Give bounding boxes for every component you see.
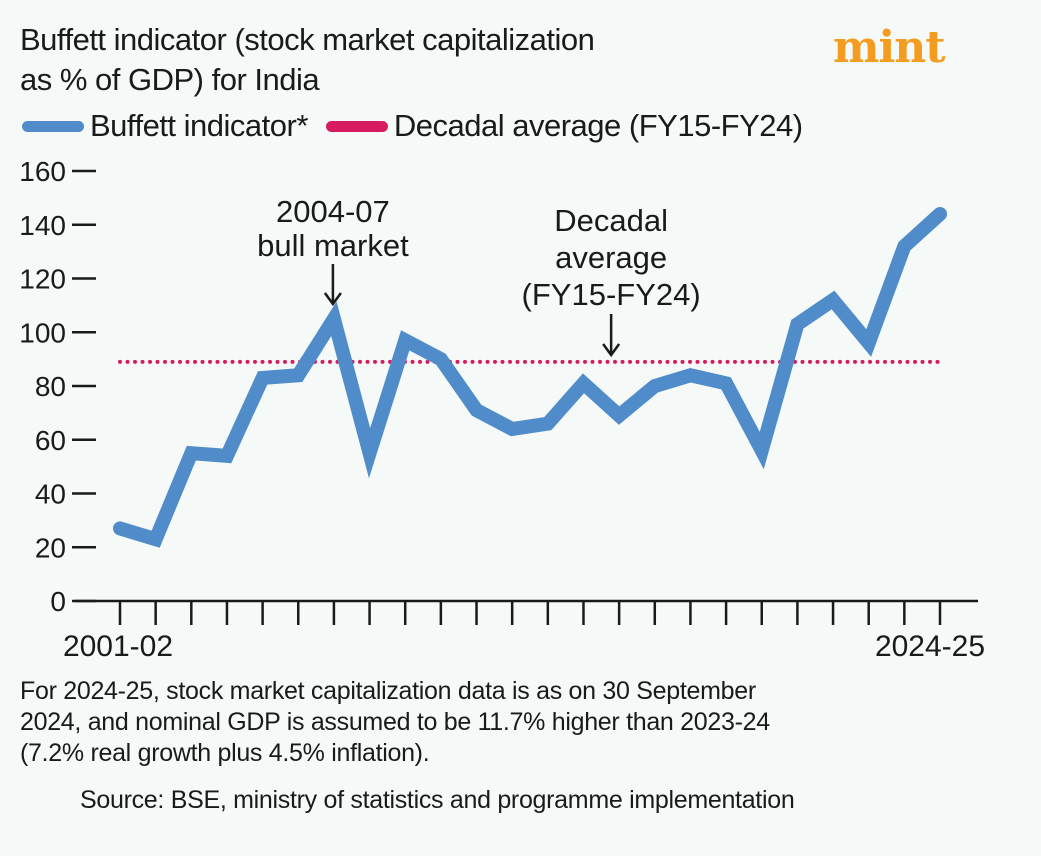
- x-tick-label: 2001-02: [63, 630, 173, 663]
- buffett-indicator-line: [113, 207, 947, 548]
- legend-item-decadal: Decadal average (FY15-FY24): [325, 108, 803, 144]
- x-tick-label: 2024-25: [875, 630, 985, 663]
- source-note: Source: BSE, ministry of statistics and …: [80, 786, 795, 814]
- y-tick-label: 120: [19, 264, 66, 295]
- legend: Buffett indicator* Decadal average (FY15…: [22, 108, 821, 144]
- annotation-text: bull market: [257, 228, 409, 263]
- legend-label: Decadal average (FY15-FY24): [393, 108, 803, 143]
- annotation-text: average: [555, 240, 667, 275]
- y-tick-label: 60: [35, 425, 66, 456]
- annotation-text: 2004-07: [276, 194, 390, 229]
- y-tick-label: 80: [35, 371, 66, 402]
- footnote-line: 2024, and nominal GDP is assumed to be 1…: [20, 708, 770, 736]
- title-line: Buffett indicator (stock market capitali…: [20, 22, 595, 57]
- footnote-line: For 2024-25, stock market capitalization…: [20, 677, 756, 705]
- chart-plot: 0 20 40 60 80 100 120 140 160 2001-02 2024-25 2004-…: [19, 156, 985, 663]
- y-tick-label: 160: [19, 156, 66, 187]
- footnote: For 2024-25, stock market capitalization…: [20, 676, 1030, 769]
- annotation-text: (FY15-FY24): [522, 277, 701, 312]
- y-tick-label: 0: [50, 586, 66, 617]
- annotation-text: Decadal: [554, 203, 668, 238]
- legend-swatch-decadal: [325, 120, 388, 132]
- chart-title: Buffett indicator (stock market capitali…: [20, 20, 595, 100]
- footnote-line: (7.2% real growth plus 4.5% inflation).: [20, 739, 430, 767]
- y-tick-label: 140: [19, 210, 66, 241]
- arrow-head-icon: [602, 343, 621, 358]
- legend-label: Buffett indicator*: [90, 108, 308, 143]
- y-tick-label: 20: [35, 532, 66, 563]
- mint-logo: mint: [833, 22, 946, 73]
- legend-item-buffett: Buffett indicator*: [22, 108, 308, 144]
- title-line: as % of GDP) for India: [20, 62, 320, 97]
- legend-swatch-buffett: [22, 120, 84, 132]
- y-tick-label: 40: [35, 479, 66, 510]
- y-tick-label: 100: [19, 317, 66, 348]
- arrow-head-icon: [323, 292, 342, 307]
